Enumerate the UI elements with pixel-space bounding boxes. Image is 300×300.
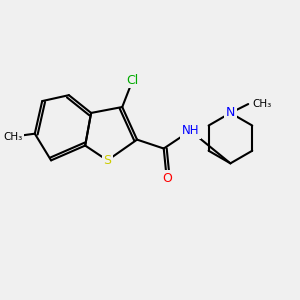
Text: NH: NH (182, 124, 199, 137)
Text: Cl: Cl (127, 74, 139, 87)
Text: CH₃: CH₃ (253, 99, 272, 109)
Text: S: S (103, 154, 111, 167)
Text: N: N (226, 106, 235, 119)
Text: CH₃: CH₃ (3, 132, 22, 142)
Text: O: O (162, 172, 172, 185)
